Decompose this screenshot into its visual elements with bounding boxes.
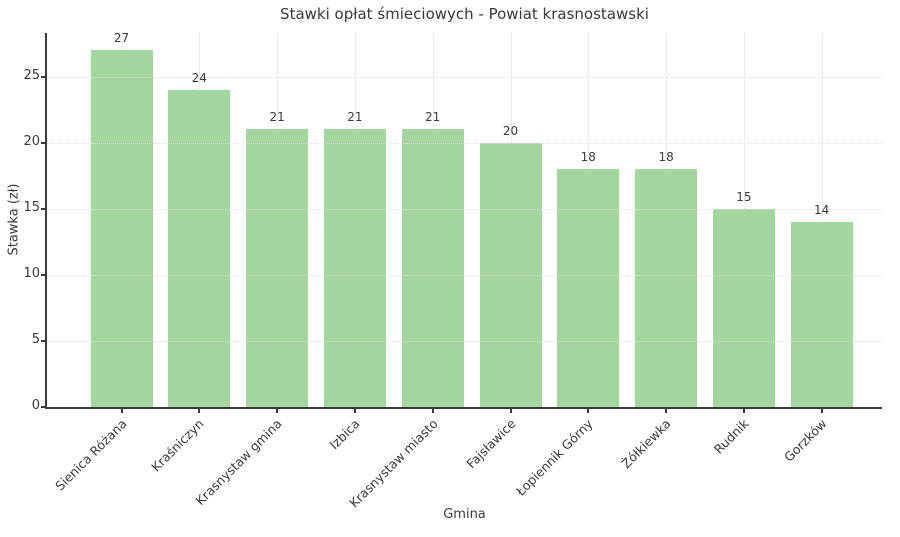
horizontal-gridline (47, 142, 882, 144)
bar-value-label: 27 (113, 31, 130, 46)
bar (246, 129, 309, 407)
bar-value-label: 15 (736, 189, 752, 204)
y-tick-label: 10 (23, 265, 40, 281)
horizontal-gridline (47, 340, 882, 342)
y-axis-label: Stawka (zł) (6, 183, 22, 256)
bar-value-label: 18 (658, 150, 674, 165)
y-tick-label: 15 (23, 199, 40, 215)
bar (790, 221, 853, 407)
x-tick (509, 409, 512, 413)
chart-title: Stawki opłat śmieciowych - Powiat krasno… (280, 5, 649, 23)
y-tick (41, 273, 45, 276)
y-tick-label: 0 (31, 398, 40, 413)
horizontal-gridline (47, 274, 882, 276)
plot-area: 27 24 21 21 21 20 18 18 15 14 (41, 31, 882, 413)
bar-value-label: 21 (425, 110, 441, 125)
bar-value-label: 24 (191, 70, 207, 85)
y-tick (41, 406, 45, 408)
x-tick (353, 409, 356, 413)
bar (479, 142, 542, 407)
horizontal-gridline (47, 76, 882, 78)
bar (635, 169, 698, 407)
y-tick-label: 20 (23, 133, 40, 149)
bar-value-label: 21 (347, 110, 363, 125)
bar (401, 129, 464, 407)
bar-value-label: 21 (269, 110, 285, 125)
horizontal-gridline (47, 208, 882, 210)
y-tick (41, 75, 45, 78)
bar (557, 169, 620, 407)
y-tick-label: 25 (23, 67, 40, 83)
x-axis-label: Gmina (443, 507, 486, 522)
x-axis-spine (45, 407, 882, 409)
x-tick (276, 409, 279, 413)
bar (712, 208, 775, 407)
y-tick (41, 207, 45, 210)
x-tick (820, 409, 823, 413)
x-tick (198, 409, 201, 413)
bar-value-label: 14 (814, 202, 830, 217)
x-tick (431, 409, 434, 413)
x-tick (587, 409, 590, 413)
bar (323, 129, 386, 407)
y-tick (41, 339, 45, 342)
y-tick (41, 141, 45, 144)
x-tick (742, 409, 745, 413)
bar (90, 50, 153, 407)
bar-value-label: 18 (580, 150, 596, 165)
y-axis-spine (45, 33, 47, 409)
vertical-gridline (821, 33, 823, 407)
x-tick (120, 409, 123, 413)
y-tick-label: 5 (31, 331, 40, 347)
x-tick (665, 409, 668, 413)
bar-value-label: 20 (502, 123, 519, 138)
bar (168, 89, 231, 407)
